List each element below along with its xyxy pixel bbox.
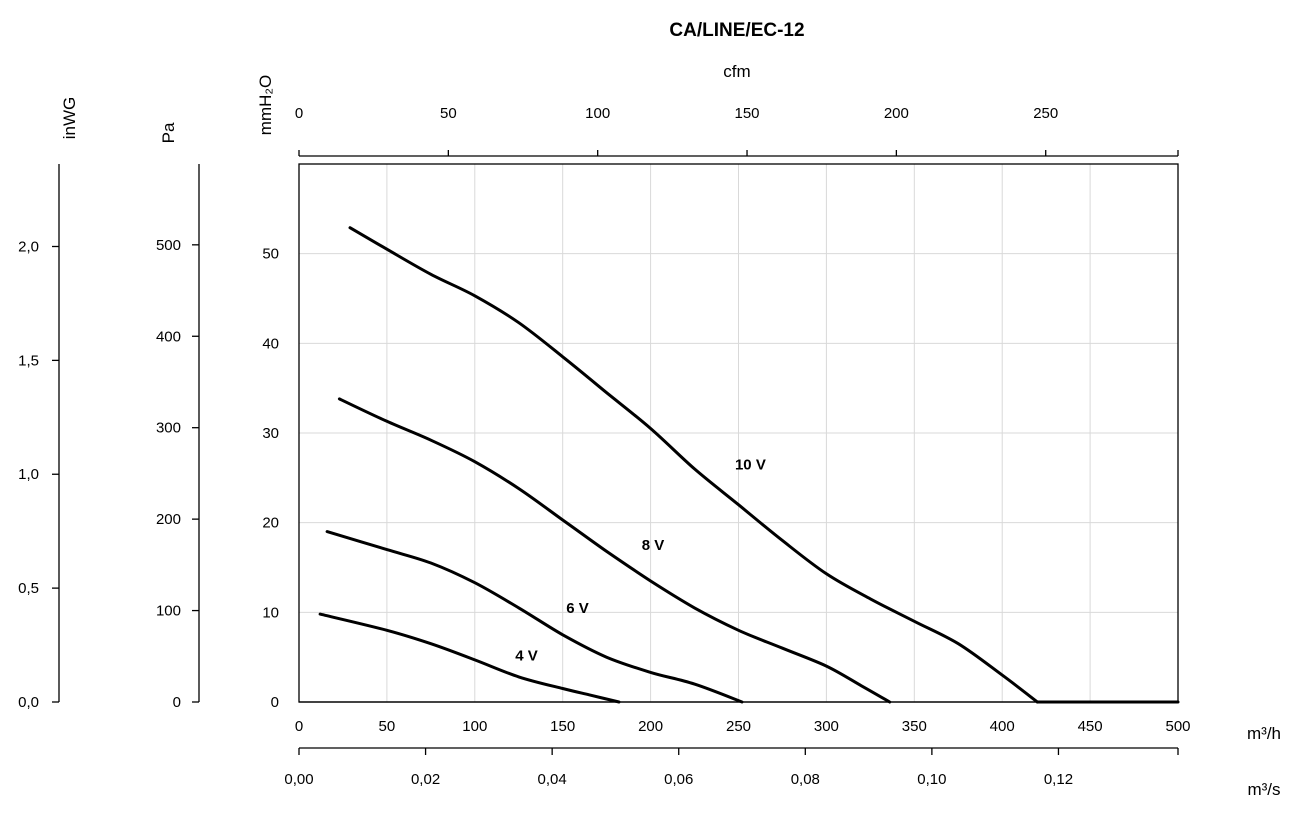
m3s-tick-label: 0,00: [284, 771, 313, 788]
inwg-tick-label: 0,0: [18, 694, 39, 711]
curve-label-8v: 8 V: [642, 537, 665, 554]
cfm-tick-label: 100: [585, 105, 610, 122]
axis-labels: 0 50 100 150 200 250 300 350 400 450 5000102030405…: [18, 62, 1281, 799]
x-tick-label: 100: [462, 718, 487, 735]
curves: [318, 226, 1180, 704]
x-tick-label: 200: [638, 718, 663, 735]
pa-axis-label: Pa: [159, 122, 178, 143]
cfm-tick-label: 200: [884, 105, 909, 122]
curve-8v: [337, 397, 892, 704]
curve-4v: [318, 612, 621, 704]
m3s-tick-label: 0,10: [917, 771, 946, 788]
cfm-axis-label: cfm: [723, 62, 750, 81]
y-tick-label: 30: [262, 425, 279, 442]
curve-label-10v: 10 V: [735, 456, 766, 473]
cfm-tick-label: 250: [1033, 105, 1058, 122]
y-tick-label: 40: [262, 335, 279, 352]
inwg-axis-label: inWG: [60, 97, 79, 140]
m3s-tick-label: 0,06: [664, 771, 693, 788]
m3s-tick-label: 0,12: [1044, 771, 1073, 788]
y-tick-label: 0: [271, 694, 279, 711]
pa-tick-label: 400: [156, 328, 181, 345]
curve-10v: [348, 226, 1039, 704]
cfm-tick-label: 50: [440, 105, 457, 122]
mmh2o-axis-label: mmH₂O: [256, 75, 275, 135]
grid: [299, 164, 1178, 702]
x-tick-label: 400: [990, 718, 1015, 735]
x-tick-label: 300: [814, 718, 839, 735]
pa-tick-label: 500: [156, 237, 181, 254]
inwg-tick-label: 0,5: [18, 580, 39, 597]
pa-tick-label: 100: [156, 603, 181, 620]
m3h-axis-label: m³/h: [1247, 724, 1281, 743]
axes: [52, 150, 1179, 755]
x-tick-label: 0: [295, 718, 303, 735]
inwg-tick-label: 1,5: [18, 352, 39, 369]
chart-title: CA/LINE/EC-12: [669, 20, 804, 41]
x-tick-label: 350: [902, 718, 927, 735]
y-tick-label: 50: [262, 246, 279, 263]
m3s-tick-label: 0,02: [411, 771, 440, 788]
x-tick-label: 50: [379, 718, 396, 735]
curve-6v: [325, 530, 744, 704]
x-tick-label: 150: [550, 718, 575, 735]
pa-tick-label: 300: [156, 420, 181, 437]
curve-label-6v: 6 V: [566, 600, 589, 617]
x-tick-label: 500: [1165, 718, 1190, 735]
inwg-tick-label: 2,0: [18, 238, 39, 255]
x-tick-label: 250: [726, 718, 751, 735]
y-tick-label: 20: [262, 515, 279, 532]
inwg-tick-label: 1,0: [18, 466, 39, 483]
curve-label-4v: 4 V: [515, 647, 538, 664]
pa-tick-label: 200: [156, 511, 181, 528]
m3s-tick-label: 0,04: [538, 771, 567, 788]
cfm-tick-label: 150: [735, 105, 760, 122]
m3s-axis-label: m³/s: [1247, 780, 1280, 799]
x-tick-label: 450: [1078, 718, 1103, 735]
y-tick-label: 10: [262, 604, 279, 621]
cfm-tick-label: 0: [295, 105, 303, 122]
pa-tick-label: 0: [173, 694, 181, 711]
m3s-tick-label: 0,08: [791, 771, 820, 788]
